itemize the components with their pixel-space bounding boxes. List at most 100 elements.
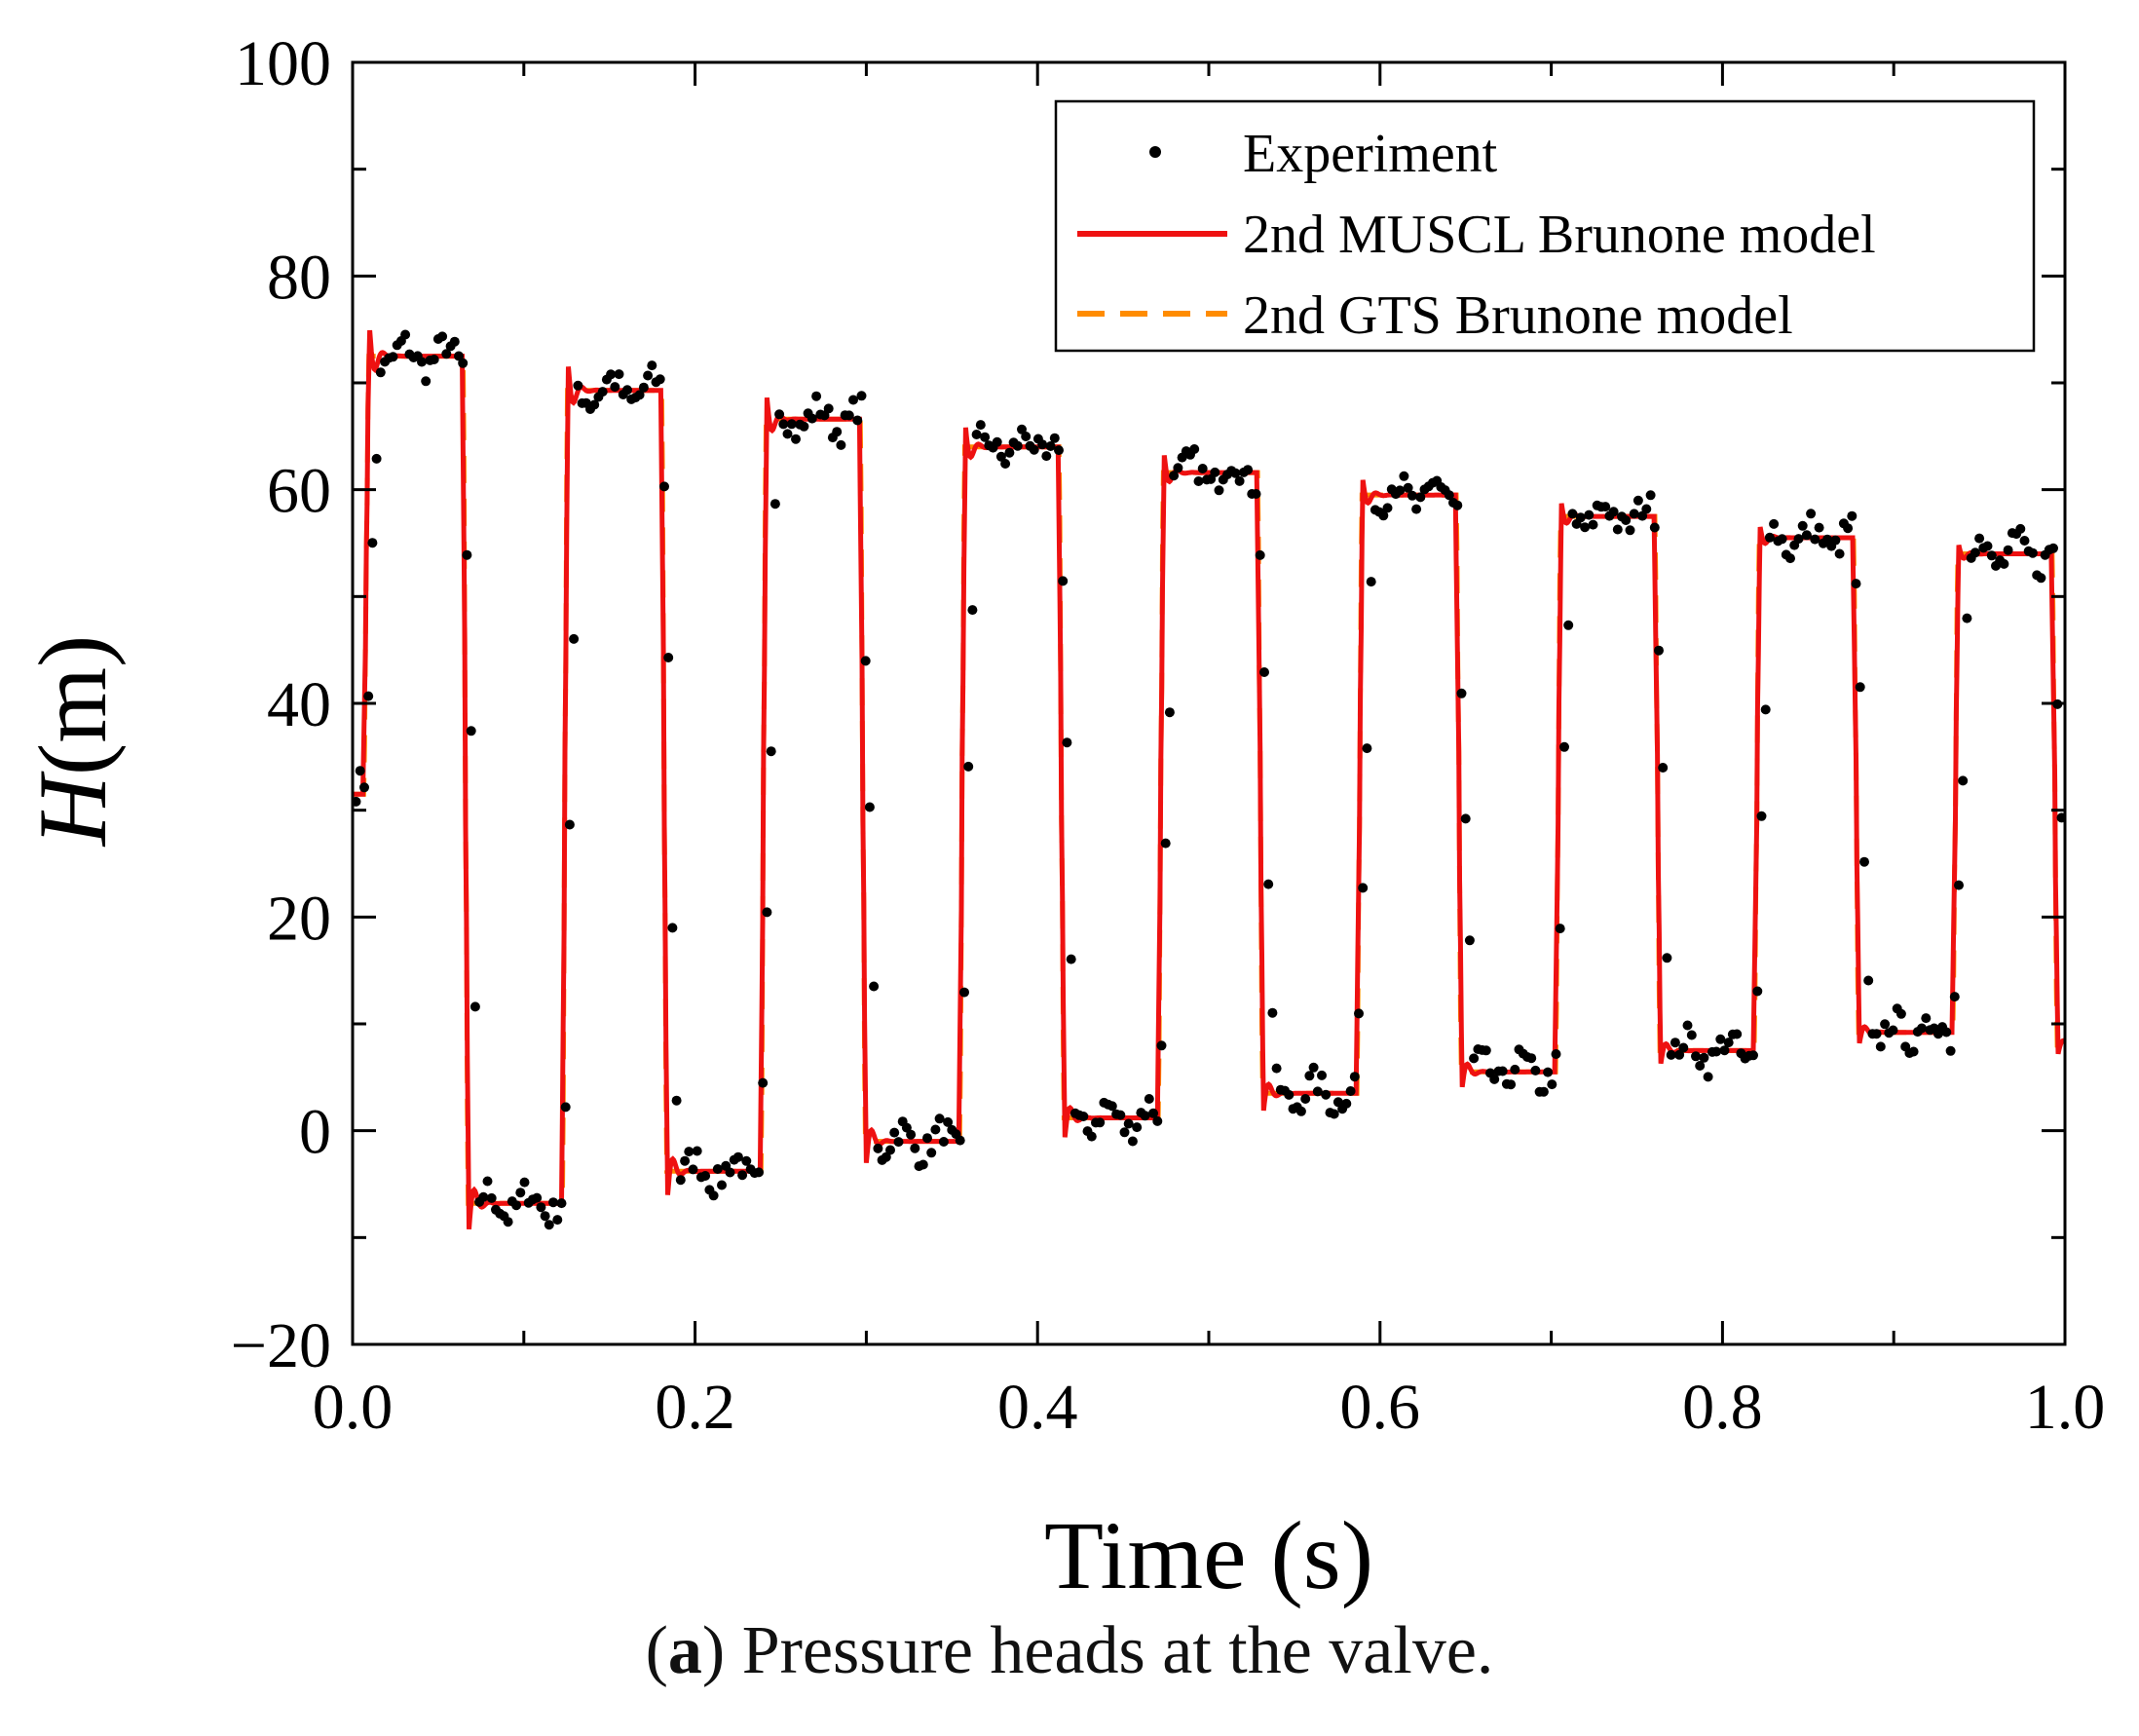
experiment-point: [762, 907, 772, 918]
experiment-point: [1403, 482, 1413, 493]
experiment-point: [663, 653, 674, 662]
experiment-point: [1341, 1098, 1352, 1109]
experiment-point: [971, 430, 982, 439]
experiment-point: [1489, 1074, 1500, 1084]
experiment-point: [1078, 1112, 1089, 1121]
experiment-point: [1859, 856, 1869, 867]
experiment-point: [1411, 504, 1422, 514]
experiment-point: [1378, 510, 1389, 521]
experiment-point: [938, 1137, 949, 1147]
experiment-point: [732, 1151, 743, 1162]
experiment-point: [963, 761, 974, 772]
experiment-point: [934, 1113, 945, 1124]
experiment-point: [469, 1001, 480, 1012]
experiment-point: [1970, 547, 1980, 558]
x-tick-label: 1.0: [2025, 1372, 2106, 1443]
experiment-point: [610, 382, 620, 393]
experiment-point: [454, 351, 464, 361]
experiment-point: [1230, 468, 1241, 478]
experiment-point: [655, 374, 665, 385]
experiment-point: [1588, 519, 1598, 530]
experiment-point: [1551, 1049, 1561, 1059]
experiment-point: [1559, 741, 1569, 752]
experiment-point: [675, 1175, 686, 1186]
experiment-point: [1941, 1027, 1952, 1038]
experiment-point: [1982, 541, 1993, 551]
experiment-point: [367, 538, 378, 548]
experiment-point: [769, 499, 780, 509]
experiment-point: [1600, 502, 1611, 512]
experiment-point: [1312, 1086, 1323, 1097]
experiment-point: [717, 1180, 727, 1190]
experiment-point: [1095, 1117, 1106, 1128]
experiment-point: [1769, 518, 1780, 529]
experiment-point: [930, 1124, 941, 1135]
experiment-point: [1666, 1049, 1676, 1060]
experiment-point: [388, 352, 398, 362]
experiment-point: [1058, 576, 1069, 586]
experiment-point: [1366, 577, 1376, 587]
experiment-point: [860, 656, 871, 666]
experiment-point: [1464, 935, 1475, 946]
experiment-point: [1210, 467, 1220, 477]
experiment-point: [725, 1167, 735, 1178]
legend-label-experiment: Experiment: [1243, 124, 1498, 184]
experiment-point: [1012, 440, 1023, 451]
experiment-point: [1066, 954, 1076, 964]
experiment-point: [1649, 522, 1660, 533]
experiment-point: [1949, 992, 1960, 1002]
experiment-point: [2056, 812, 2065, 823]
experiment-point: [1497, 1066, 1508, 1076]
experiment-point: [1629, 509, 1639, 519]
caption-label: a: [667, 1613, 702, 1688]
experiment-point: [885, 1145, 895, 1155]
experiment-point: [1156, 1040, 1167, 1051]
x-tick-label: 0.8: [1682, 1372, 1763, 1443]
experiment-point: [671, 1095, 682, 1106]
experiment-point: [1575, 512, 1586, 523]
experiment-point: [1234, 475, 1245, 486]
experiment-point: [1164, 707, 1175, 718]
experiment-point: [1945, 1045, 1956, 1056]
experiment-point: [1563, 620, 1574, 630]
experiment-point: [1962, 613, 1972, 623]
x-tick-label: 0.6: [1340, 1372, 1421, 1443]
experiment-point: [1214, 485, 1224, 496]
experiment-point: [1362, 743, 1372, 754]
experiment-point: [1452, 500, 1463, 510]
experiment-point: [482, 1176, 493, 1187]
experiment-point: [1160, 838, 1171, 849]
experiment-point: [638, 382, 649, 393]
experiment-point: [889, 1127, 900, 1138]
y-tick-label: 100: [235, 28, 331, 99]
experiment-point: [478, 1191, 489, 1202]
experiment-point: [1699, 1052, 1709, 1063]
experiment-point: [1399, 471, 1409, 481]
experiment-point: [893, 1137, 904, 1148]
experiment-point: [503, 1217, 513, 1227]
experiment-point: [1481, 1045, 1491, 1056]
experiment-point: [1308, 1062, 1319, 1073]
experiment-point: [2015, 523, 2026, 534]
experiment-point: [1144, 1094, 1154, 1104]
experiment-point: [544, 1220, 554, 1230]
experiment-point: [353, 796, 361, 807]
experiment-point: [1255, 549, 1265, 560]
experiment-point: [1543, 1067, 1554, 1077]
experiment-point: [1830, 535, 1841, 546]
experiment-point: [1304, 1071, 1315, 1081]
experiment-point: [1395, 485, 1406, 496]
experiment-point: [1119, 1127, 1130, 1138]
experiment-point: [1888, 1025, 1898, 1036]
experiment-point: [589, 399, 600, 410]
experiment-point: [1107, 1101, 1117, 1112]
experiment-point: [375, 367, 386, 378]
experiment-point: [511, 1200, 522, 1211]
experiment-point: [918, 1159, 928, 1170]
experiment-point: [926, 1148, 937, 1158]
experiment-point: [1152, 1115, 1163, 1126]
experiment-point: [774, 409, 785, 420]
x-tick-label: 0.4: [997, 1372, 1078, 1443]
experiment-point: [1086, 1131, 1097, 1142]
